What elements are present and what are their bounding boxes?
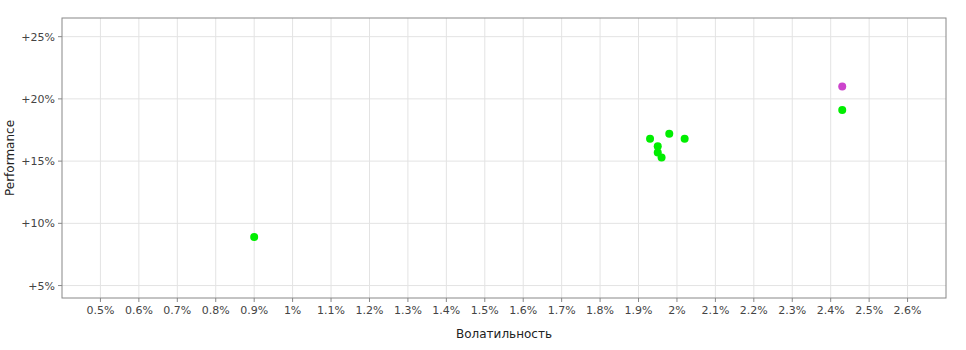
grid-line [369, 18, 370, 298]
tick-label: 1.8% [586, 304, 614, 317]
grid-line [753, 18, 754, 298]
tick-label: 0.9% [240, 304, 268, 317]
tick-mark [100, 298, 101, 302]
tick-label: +20% [21, 93, 55, 106]
grid-line [62, 285, 946, 286]
tick-label: 0.6% [125, 304, 153, 317]
tick-mark [58, 98, 62, 99]
plot-frame [62, 18, 946, 298]
grid-line [177, 18, 178, 298]
chart: 0.5% 0.6% 0.7% 0.8% 0.9% 1% 1.1% 1.2% 1.3% 1.4% 1.… [0, 0, 966, 350]
tick-mark [254, 298, 255, 302]
tick-mark [792, 298, 793, 302]
tick-label: 2.4% [817, 304, 845, 317]
tick-mark [600, 298, 601, 302]
tick-mark [869, 298, 870, 302]
tick-mark [331, 298, 332, 302]
grid-line [638, 18, 639, 298]
grid-line [292, 18, 293, 298]
tick-label: +25% [21, 31, 55, 44]
tick-mark [561, 298, 562, 302]
tick-label: 1% [284, 304, 301, 317]
grid-line [907, 18, 908, 298]
series [250, 106, 846, 241]
tick-label: 1.7% [548, 304, 576, 317]
tick-label: 2.3% [778, 304, 806, 317]
tick-label: 1.6% [509, 304, 537, 317]
tick-mark [369, 298, 370, 302]
grid-line [484, 18, 485, 298]
tick-label: 2% [668, 304, 685, 317]
point [658, 153, 666, 161]
tick-mark [58, 285, 62, 286]
tick-label: +15% [21, 155, 55, 168]
tick-label: +5% [28, 280, 55, 293]
tick-label: 2.2% [740, 304, 768, 317]
tick-label: 1.1% [317, 304, 345, 317]
tick-label: 1.4% [432, 304, 460, 317]
tick-label: 2.6% [894, 304, 922, 317]
grid-line [830, 18, 831, 298]
tick-mark [715, 298, 716, 302]
grid-line [62, 98, 946, 99]
tick-mark [523, 298, 524, 302]
tick-mark [907, 298, 908, 302]
tick-label: 2.5% [855, 304, 883, 317]
tick-mark [484, 298, 485, 302]
tick-mark [292, 298, 293, 302]
tick-label: 1.5% [471, 304, 499, 317]
tick-mark [446, 298, 447, 302]
tick-label: 1.2% [356, 304, 384, 317]
grid-line [331, 18, 332, 298]
y-axis-label: Performance [3, 120, 17, 196]
grid-line [138, 18, 139, 298]
grid-line [254, 18, 255, 298]
grid-line [62, 36, 946, 37]
grid-line [676, 18, 677, 298]
grid-line [523, 18, 524, 298]
series [838, 82, 846, 90]
grid-line [215, 18, 216, 298]
tick-mark [177, 298, 178, 302]
point [838, 106, 846, 114]
point [838, 82, 846, 90]
grid-line [715, 18, 716, 298]
points [250, 82, 846, 241]
grid-line [100, 18, 101, 298]
point [646, 135, 654, 143]
tick-label: 1.3% [394, 304, 422, 317]
axes: 0.5% 0.6% 0.7% 0.8% 0.9% 1% 1.1% 1.2% 1.3% 1.4% 1.… [21, 18, 946, 317]
tick-mark [638, 298, 639, 302]
grid-line [62, 223, 946, 224]
grid-line [869, 18, 870, 298]
tick-mark [215, 298, 216, 302]
x-axis-label: Волатильность [456, 327, 552, 341]
tick-label: 2.1% [701, 304, 729, 317]
tick-mark [58, 223, 62, 224]
grid-line [62, 161, 946, 162]
tick-label: +10% [21, 217, 55, 230]
tick-label: 0.5% [86, 304, 114, 317]
grid [62, 18, 946, 298]
tick-mark [753, 298, 754, 302]
tick-mark [138, 298, 139, 302]
tick-mark [407, 298, 408, 302]
tick-label: 0.7% [163, 304, 191, 317]
tick-mark [58, 36, 62, 37]
grid-line [561, 18, 562, 298]
point [250, 233, 258, 241]
grid-line [600, 18, 601, 298]
grid-line [792, 18, 793, 298]
tick-mark [676, 298, 677, 302]
grid-line [407, 18, 408, 298]
point [681, 135, 689, 143]
tick-label: 0.8% [202, 304, 230, 317]
point [665, 130, 673, 138]
grid-line [446, 18, 447, 298]
tick-label: 1.9% [625, 304, 653, 317]
tick-mark [58, 161, 62, 162]
tick-mark [830, 298, 831, 302]
